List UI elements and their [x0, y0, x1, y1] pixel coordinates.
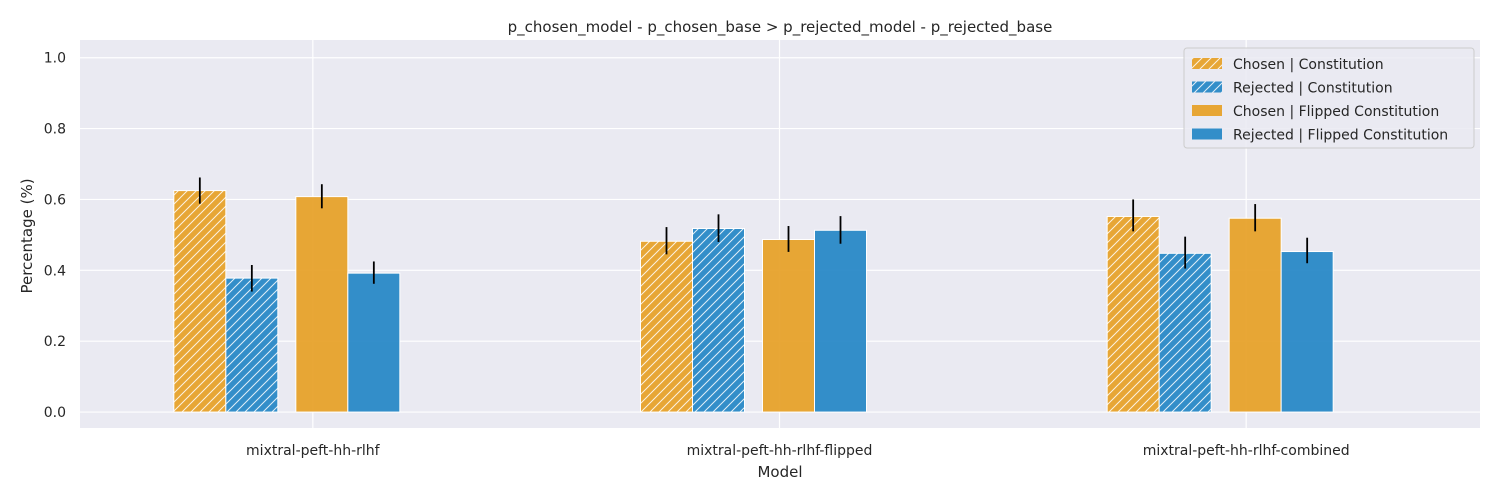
y-tick-label: 0.8	[44, 122, 66, 138]
bar	[814, 229, 867, 413]
legend-swatch	[1192, 128, 1222, 140]
y-tick-labels: 0.0 0.2 0.4 0.6 0.8 1.0	[44, 51, 66, 421]
legend-swatch-hatch	[1192, 58, 1222, 69]
legend-label: Chosen | Flipped Constitution	[1233, 104, 1439, 120]
legend-label: Rejected | Flipped Constitution	[1233, 128, 1448, 144]
x-axis-title: Model	[757, 463, 802, 481]
x-tick-label: mixtral-peft-hh-rlhf-combined	[1143, 443, 1350, 459]
y-tick-label: 0.4	[44, 263, 66, 279]
y-tick-label: 0.0	[44, 405, 66, 421]
legend: Chosen | Constitution Rejected | Constitu…	[1183, 47, 1475, 149]
bar	[347, 272, 401, 413]
bar	[762, 238, 815, 413]
bar	[1228, 217, 1282, 413]
y-tick-label: 1.0	[44, 51, 66, 67]
bar	[1280, 251, 1334, 413]
legend-label: Chosen | Constitution	[1233, 57, 1384, 73]
y-tick-label: 0.6	[44, 192, 66, 208]
bars-group	[173, 177, 1334, 413]
bar-hatch	[173, 190, 226, 413]
legend-swatch	[1192, 105, 1222, 116]
bar-hatch	[225, 278, 278, 413]
x-tick-label: mixtral-peft-hh-rlhf-flipped	[687, 443, 873, 459]
bar-hatch	[1159, 253, 1212, 413]
legend-label: Rejected | Constitution	[1233, 81, 1393, 97]
legend-box	[1183, 47, 1475, 149]
y-tick-label: 0.2	[44, 334, 66, 350]
chart-title: p_chosen_model - p_chosen_base > p_rejec…	[508, 18, 1053, 37]
x-tick-label: mixtral-peft-hh-rlhf	[246, 443, 381, 459]
bar	[295, 196, 349, 413]
bar-hatch	[640, 241, 693, 413]
legend-swatch-hatch	[1192, 81, 1222, 93]
bar-hatch	[692, 228, 745, 413]
x-tick-labels: mixtral-peft-hh-rlhf mixtral-peft-hh-rlhf…	[246, 443, 1350, 459]
bar-hatch	[1107, 216, 1160, 413]
y-axis-title: Percentage (%)	[18, 178, 36, 293]
